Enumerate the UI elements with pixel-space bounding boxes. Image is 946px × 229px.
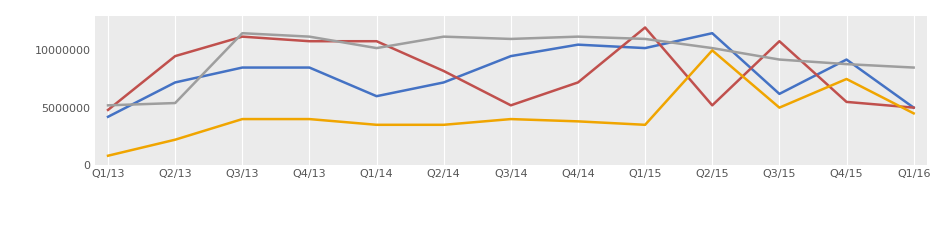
NLSH [371,47,382,49]
UNN [236,35,248,38]
HSYK [371,123,382,126]
NLSH [102,104,114,107]
HSYK [841,78,852,80]
UNN [438,70,449,72]
HSYK [304,118,315,120]
HSYK [707,49,718,52]
NLSH [908,66,920,69]
Line: UNN: UNN [108,27,914,110]
FIN [371,95,382,98]
UNN [102,109,114,111]
UNN [371,40,382,43]
FIN [774,93,785,95]
FIN [707,32,718,35]
HSYK [505,118,517,120]
FIN [102,115,114,118]
Line: FIN: FIN [108,33,914,117]
FIN [841,58,852,61]
NLSH [236,32,248,35]
HSYK [774,106,785,109]
NLSH [639,38,651,40]
HSYK [639,123,651,126]
Line: HSYK: HSYK [108,50,914,156]
UNN [169,55,181,57]
FIN [639,47,651,49]
FIN [304,66,315,69]
UNN [505,104,517,107]
HSYK [236,118,248,120]
FIN [908,106,920,109]
NLSH [505,38,517,40]
HSYK [102,154,114,157]
Line: NLSH: NLSH [108,33,914,105]
UNN [304,40,315,43]
UNN [841,101,852,103]
FIN [438,81,449,84]
FIN [169,81,181,84]
FIN [236,66,248,69]
UNN [572,81,584,84]
UNN [908,106,920,109]
NLSH [304,35,315,38]
HSYK [169,138,181,141]
NLSH [774,58,785,61]
UNN [639,26,651,29]
FIN [572,43,584,46]
NLSH [707,47,718,49]
HSYK [908,112,920,115]
HSYK [438,123,449,126]
FIN [505,55,517,57]
NLSH [438,35,449,38]
UNN [774,40,785,43]
NLSH [572,35,584,38]
UNN [707,104,718,107]
NLSH [841,63,852,65]
NLSH [169,102,181,104]
HSYK [572,120,584,123]
